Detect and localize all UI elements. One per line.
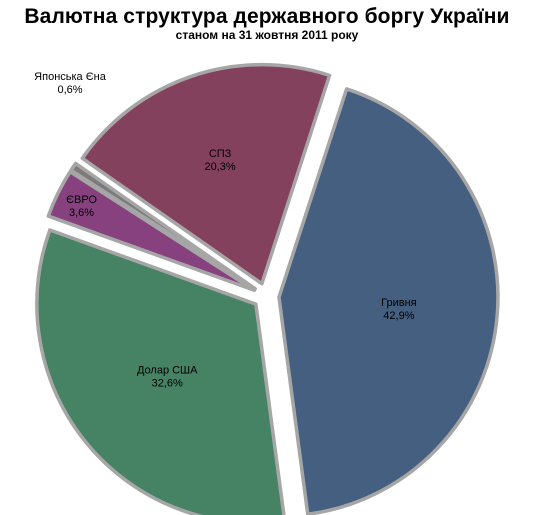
slice-label-1: Долар США <box>137 365 198 377</box>
slice-label-0: Гривня <box>381 297 417 309</box>
slice-value-label-3: 0,6% <box>57 84 82 96</box>
chart-title: Валютна структура державного боргу Украї… <box>24 5 510 28</box>
slice-value-label-1: 32,6% <box>152 378 183 390</box>
pie-slice-1 <box>35 228 286 515</box>
pie-slice-3 <box>69 161 257 291</box>
slice-label-3: Японська Єна <box>34 71 107 83</box>
pie-slice-4 <box>80 62 332 286</box>
slice-value-label-4: 20,3% <box>204 161 235 173</box>
chart-subtitle: станом на 31 жовтня 2011 року <box>175 28 359 42</box>
slice-label-2: ЄВРО <box>66 194 97 206</box>
slice-label-4: СПЗ <box>209 148 232 160</box>
slice-value-label-2: 3,6% <box>69 207 94 219</box>
slice-value-label-0: 42,9% <box>383 310 414 322</box>
pie-slice-0 <box>277 87 500 515</box>
